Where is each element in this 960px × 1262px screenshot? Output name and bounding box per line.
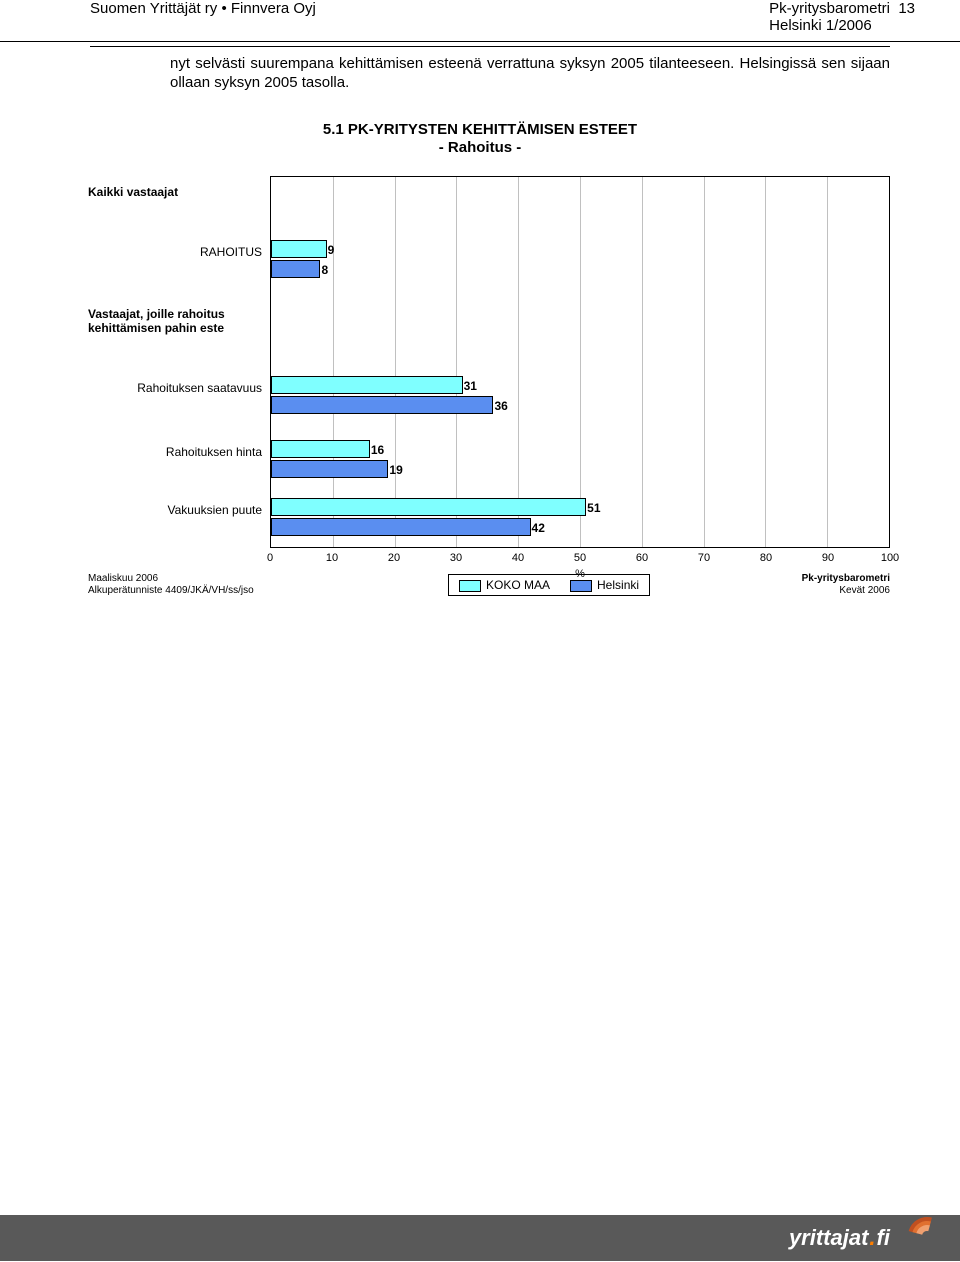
header-left: Suomen Yrittäjät ry • Finnvera Oyj bbox=[90, 0, 316, 41]
section-heading: Vastaajat, joille rahoituskehittämisen p… bbox=[88, 308, 262, 336]
x-tick: 20 bbox=[388, 552, 400, 564]
header-right: Pk-yritysbarometri Helsinki 1/2006 bbox=[769, 0, 890, 41]
bar-helsinki: 8 bbox=[271, 260, 320, 278]
bar-kokomaa: 51 bbox=[271, 498, 586, 516]
x-tick: 0 bbox=[267, 552, 273, 564]
section-heading: Kaikki vastaajat bbox=[88, 186, 262, 200]
page-number: 13 bbox=[898, 0, 915, 17]
bar-row: 19 bbox=[271, 459, 889, 479]
dot-icon: . bbox=[869, 1225, 875, 1251]
x-tick: 30 bbox=[450, 552, 462, 564]
x-tick: 70 bbox=[698, 552, 710, 564]
page-header: Suomen Yrittäjät ry • Finnvera Oyj Pk-yr… bbox=[0, 0, 960, 42]
chart: Kaikki vastaajat Vastaajat, joille rahoit… bbox=[88, 176, 890, 606]
bar-row: 42 bbox=[271, 517, 889, 537]
bar-kokomaa: 31 bbox=[271, 376, 463, 394]
bar-helsinki: 42 bbox=[271, 518, 531, 536]
bar-value: 19 bbox=[389, 463, 402, 477]
bar-value: 51 bbox=[587, 501, 600, 515]
category-label: Rahoituksen saatavuus bbox=[137, 382, 262, 396]
bar-row: 51 bbox=[271, 497, 889, 517]
bar-row: 16 bbox=[271, 439, 889, 459]
x-tick: 10 bbox=[326, 552, 338, 564]
swatch-kokomaa bbox=[459, 580, 481, 592]
bar-row: 8 bbox=[271, 259, 889, 279]
y-axis-labels: Kaikki vastaajat Vastaajat, joille rahoit… bbox=[88, 176, 270, 606]
bar-row: 36 bbox=[271, 395, 889, 415]
plot-area: 98313616195142 bbox=[270, 176, 890, 548]
bar-value: 8 bbox=[321, 263, 328, 277]
bar-helsinki: 36 bbox=[271, 396, 493, 414]
x-tick: 40 bbox=[512, 552, 524, 564]
x-tick: 60 bbox=[636, 552, 648, 564]
bar-row: 31 bbox=[271, 375, 889, 395]
x-tick: 80 bbox=[760, 552, 772, 564]
x-tick: 90 bbox=[822, 552, 834, 564]
bar-value: 16 bbox=[371, 443, 384, 457]
legend: KOKO MAA Helsinki bbox=[448, 574, 650, 596]
footnote-left: Maaliskuu 2006 Alkuperätunniste 4409/JKÄ… bbox=[88, 573, 254, 597]
bar-row: 9 bbox=[271, 239, 889, 259]
bar-value: 31 bbox=[464, 379, 477, 393]
chart-title: 5.1 PK-YRITYSTEN KEHITTÄMISEN ESTEET - R… bbox=[0, 121, 960, 159]
bar-helsinki: 19 bbox=[271, 460, 388, 478]
swatch-helsinki bbox=[570, 580, 592, 592]
category-label: RAHOITUS bbox=[200, 246, 262, 260]
bar-value: 36 bbox=[494, 399, 507, 413]
intro-paragraph: nyt selvästi suurempana kehittämisen est… bbox=[0, 47, 960, 97]
page-footer: yrittajat.fi bbox=[0, 1215, 960, 1261]
x-tick: 100 bbox=[881, 552, 899, 564]
category-label: Rahoituksen hinta bbox=[166, 446, 262, 460]
category-label: Vakuuksien puute bbox=[167, 504, 262, 518]
x-tick: 50 bbox=[574, 552, 586, 564]
arc-icon bbox=[896, 1219, 942, 1257]
brand-logo: yrittajat.fi bbox=[789, 1219, 942, 1257]
bar-kokomaa: 9 bbox=[271, 240, 327, 258]
bar-kokomaa: 16 bbox=[271, 440, 370, 458]
bar-value: 42 bbox=[532, 521, 545, 535]
bar-value: 9 bbox=[328, 243, 335, 257]
footnote-right: Pk-yritysbarometri Kevät 2006 bbox=[802, 573, 890, 597]
x-axis: 0102030405060708090100% bbox=[270, 548, 890, 566]
